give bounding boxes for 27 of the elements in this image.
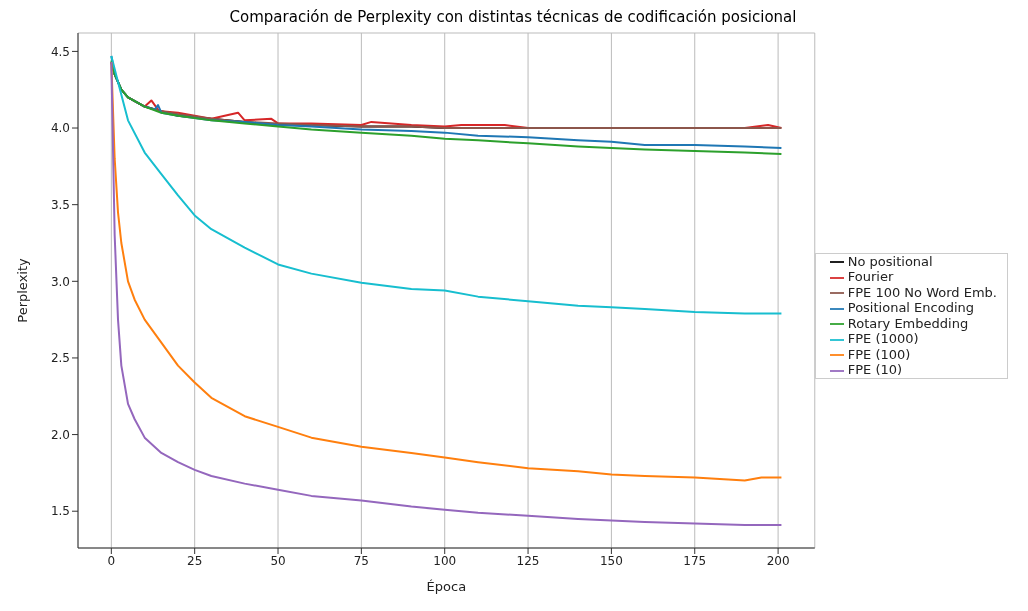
legend-label: Fourier bbox=[847, 269, 894, 284]
legend-label: No positional bbox=[847, 253, 933, 269]
legend-label: FPE (10) bbox=[847, 362, 903, 377]
y-tick-label: 3.5 bbox=[50, 197, 70, 212]
legend-label: Rotary Embedding bbox=[847, 315, 969, 331]
chart-title: Comparación de Perplexity con distintas técnicas de codificación posicional bbox=[228, 8, 798, 26]
legend-label: FPE 100 No Word Emb. bbox=[847, 284, 997, 300]
y-tick-label: 4.5 bbox=[50, 44, 70, 59]
legend-label: Positional Encoding bbox=[847, 300, 975, 315]
y-tick-label: 1.5 bbox=[50, 504, 70, 519]
x-tick-label: 150 bbox=[599, 553, 623, 568]
x-tick-label: 125 bbox=[516, 553, 540, 568]
x-tick-label: 0 bbox=[107, 553, 116, 568]
x-tick-label: 75 bbox=[353, 553, 370, 568]
y-tick-label: 2.0 bbox=[50, 427, 70, 442]
y-tick-label: 3.0 bbox=[50, 274, 70, 289]
x-tick-label: 100 bbox=[433, 553, 457, 568]
y-tick-label: 2.5 bbox=[50, 351, 70, 366]
x-tick-label: 200 bbox=[766, 553, 790, 568]
legend-label: FPE (1000) bbox=[847, 331, 919, 346]
x-tick-label: 175 bbox=[683, 553, 707, 568]
y-tick-label: 4.0 bbox=[50, 121, 70, 136]
x-axis-title: Época bbox=[426, 579, 467, 594]
legend-label: FPE (100) bbox=[847, 346, 911, 362]
y-axis-title: Perplexity bbox=[14, 257, 30, 323]
x-tick-label: 50 bbox=[270, 553, 286, 568]
x-tick-label: 25 bbox=[187, 553, 203, 568]
